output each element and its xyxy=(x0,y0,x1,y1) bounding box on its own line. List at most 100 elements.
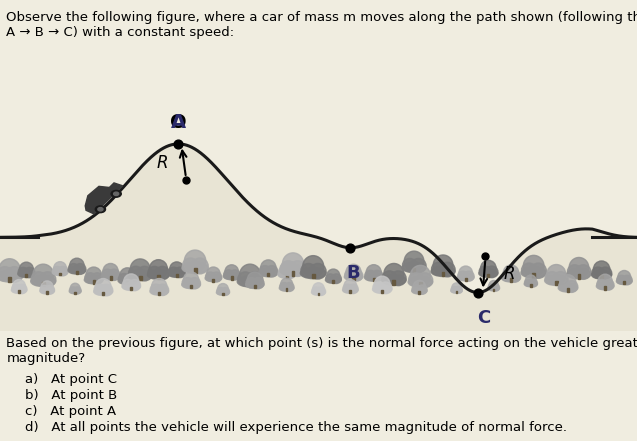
Circle shape xyxy=(111,191,121,197)
Ellipse shape xyxy=(237,276,263,287)
Ellipse shape xyxy=(417,285,427,294)
Ellipse shape xyxy=(622,275,632,285)
Bar xyxy=(213,279,214,281)
Bar xyxy=(158,292,161,295)
Ellipse shape xyxy=(346,264,361,280)
Ellipse shape xyxy=(502,271,513,281)
Ellipse shape xyxy=(452,283,461,293)
Text: d)   At all points the vehicle will experience the same magnitude of normal forc: d) At all points the vehicle will experi… xyxy=(25,421,568,434)
Text: b)   At point B: b) At point B xyxy=(25,389,118,402)
Ellipse shape xyxy=(530,263,547,278)
Text: R: R xyxy=(504,265,515,283)
Bar xyxy=(456,291,457,293)
Ellipse shape xyxy=(124,274,139,290)
Ellipse shape xyxy=(459,266,473,280)
Ellipse shape xyxy=(351,270,362,281)
Ellipse shape xyxy=(31,276,56,287)
Ellipse shape xyxy=(183,258,198,273)
Bar xyxy=(130,287,132,290)
Bar xyxy=(176,274,178,277)
Ellipse shape xyxy=(384,263,404,284)
Ellipse shape xyxy=(524,281,538,287)
Ellipse shape xyxy=(380,282,392,294)
Bar xyxy=(510,278,512,282)
Ellipse shape xyxy=(289,261,306,277)
Ellipse shape xyxy=(182,280,201,289)
Ellipse shape xyxy=(168,270,185,277)
Ellipse shape xyxy=(137,266,152,281)
Text: Observe the following figure, where a car of mass m moves along the path shown (: Observe the following figure, where a ca… xyxy=(6,11,637,39)
Ellipse shape xyxy=(603,280,614,290)
Ellipse shape xyxy=(150,260,168,278)
Bar xyxy=(381,290,383,293)
Ellipse shape xyxy=(84,276,103,284)
Ellipse shape xyxy=(373,282,384,292)
Ellipse shape xyxy=(205,275,222,282)
Ellipse shape xyxy=(53,266,62,275)
Ellipse shape xyxy=(599,267,612,279)
Ellipse shape xyxy=(545,276,568,285)
Ellipse shape xyxy=(345,270,355,280)
Ellipse shape xyxy=(529,279,538,287)
Ellipse shape xyxy=(218,284,228,295)
Ellipse shape xyxy=(390,271,406,286)
Ellipse shape xyxy=(412,288,427,294)
Circle shape xyxy=(98,208,103,211)
Bar xyxy=(311,273,315,278)
Bar xyxy=(373,277,375,281)
Bar xyxy=(487,273,489,277)
Ellipse shape xyxy=(524,279,533,286)
Bar xyxy=(194,268,197,273)
Ellipse shape xyxy=(411,258,426,273)
Circle shape xyxy=(96,206,106,213)
Ellipse shape xyxy=(229,270,240,280)
Ellipse shape xyxy=(58,266,68,276)
Ellipse shape xyxy=(41,281,53,293)
Ellipse shape xyxy=(409,273,423,286)
Ellipse shape xyxy=(567,269,591,279)
Ellipse shape xyxy=(592,270,612,279)
Ellipse shape xyxy=(221,288,229,295)
Bar xyxy=(392,280,396,285)
Ellipse shape xyxy=(300,268,326,279)
Ellipse shape xyxy=(382,275,406,285)
Ellipse shape xyxy=(364,273,383,281)
Ellipse shape xyxy=(343,287,358,293)
Ellipse shape xyxy=(301,263,316,277)
Ellipse shape xyxy=(617,275,626,284)
Bar xyxy=(254,285,256,288)
Ellipse shape xyxy=(281,278,292,291)
Ellipse shape xyxy=(150,287,169,295)
Ellipse shape xyxy=(148,266,161,278)
Ellipse shape xyxy=(246,277,257,288)
Ellipse shape xyxy=(120,268,135,284)
Bar xyxy=(126,281,129,284)
Ellipse shape xyxy=(68,264,79,273)
Ellipse shape xyxy=(125,273,137,285)
Ellipse shape xyxy=(73,287,81,294)
Ellipse shape xyxy=(403,258,417,272)
Ellipse shape xyxy=(311,289,326,295)
Text: a)   At point C: a) At point C xyxy=(25,373,117,385)
Bar xyxy=(25,274,27,277)
Point xyxy=(173,140,183,147)
Ellipse shape xyxy=(413,280,426,293)
Ellipse shape xyxy=(455,286,462,293)
Ellipse shape xyxy=(618,270,631,284)
Ellipse shape xyxy=(560,275,576,291)
Ellipse shape xyxy=(348,284,358,294)
Ellipse shape xyxy=(150,284,161,295)
Ellipse shape xyxy=(189,277,201,289)
Ellipse shape xyxy=(402,262,426,273)
Ellipse shape xyxy=(103,263,118,279)
Ellipse shape xyxy=(19,262,33,277)
Ellipse shape xyxy=(464,271,474,281)
Bar xyxy=(604,287,606,290)
Ellipse shape xyxy=(11,284,21,293)
Ellipse shape xyxy=(152,279,167,295)
Point xyxy=(480,253,490,260)
Text: O: O xyxy=(170,113,187,132)
Ellipse shape xyxy=(617,278,632,284)
Ellipse shape xyxy=(240,264,261,286)
Bar xyxy=(47,291,48,294)
